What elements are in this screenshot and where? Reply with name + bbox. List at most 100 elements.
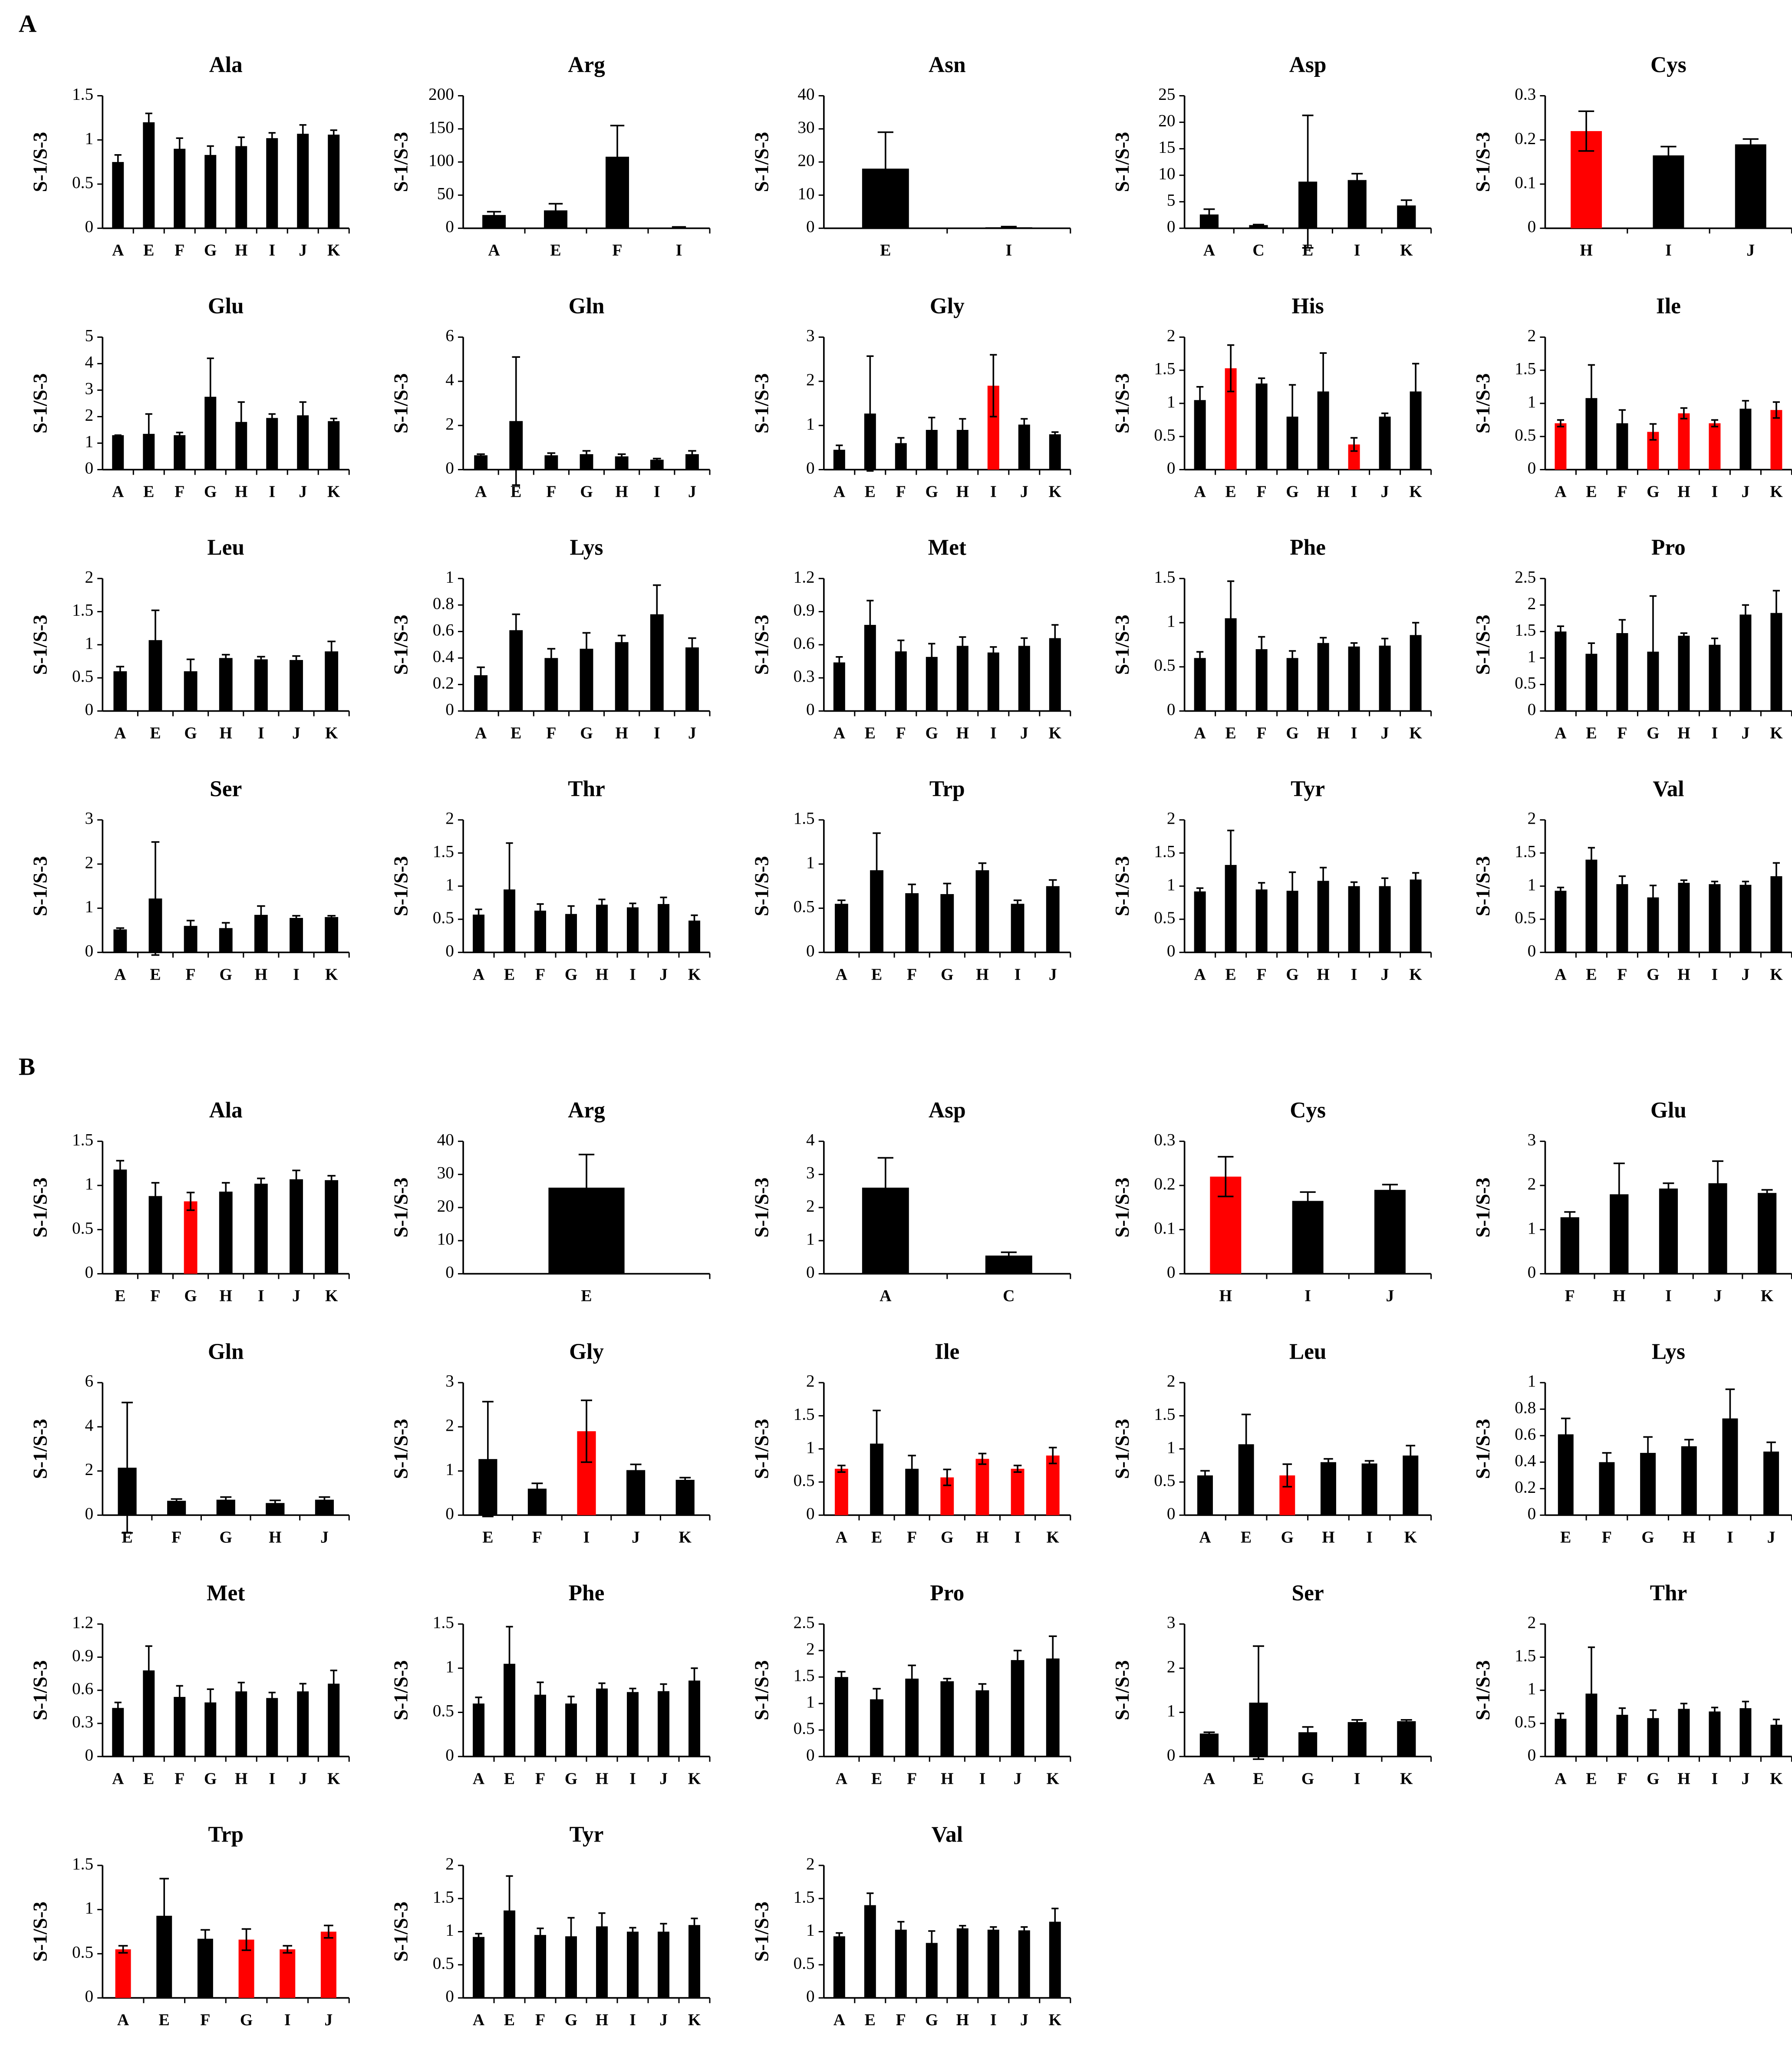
error-bar [1196,887,1204,896]
error-bar [578,1154,595,1222]
y-tick-label: 0.3 [1154,1130,1175,1149]
y-axis-label: S-1/S-3 [751,1660,772,1720]
error-bar [877,131,893,206]
x-tick-label: K [1047,1528,1060,1546]
bar [266,138,278,228]
chart-title: Trp [208,1822,244,1847]
bar [1739,614,1752,711]
y-tick-label: 20 [437,1197,454,1215]
x-tick-label: E [550,241,561,260]
y-tick-label: 3 [445,1372,454,1390]
bar [1739,885,1752,953]
x-tick-label: G [1647,1769,1659,1788]
x-tick-label: K [1404,1528,1417,1546]
y-tick-label: 0 [445,700,454,719]
x-tick-label: E [1253,1769,1264,1788]
error-bar [1588,847,1595,872]
error-bar [630,1463,642,1477]
x-tick-label: E [1225,483,1236,501]
error-bar [943,1677,952,1685]
y-tick-label: 0.4 [1515,1451,1536,1470]
error-bar [330,417,337,425]
x-tick-label: K [327,241,340,260]
x-tick-label: I [654,483,660,501]
bar [1361,1463,1377,1515]
bar [113,1169,127,1274]
error-bar [1351,173,1363,188]
x-tick-label: G [204,241,217,260]
error-bar [1013,1650,1022,1670]
error-bar [1381,637,1389,654]
x-tick-label: H [1677,1769,1690,1788]
x-tick-label: J [299,1769,307,1788]
error-bar [1400,199,1412,212]
error-bar [1711,881,1719,888]
x-tick-label: J [1741,1769,1749,1788]
bar [143,122,155,228]
y-tick-label: 1 [445,1921,454,1940]
x-tick-label: J [1381,965,1389,984]
error-bar [547,648,556,668]
x-tick-label: K [1770,724,1783,742]
x-tick-label: G [1647,724,1659,742]
x-tick-label: G [580,724,593,742]
y-axis-label: S-1/S-3 [30,373,51,433]
error-bar [672,226,686,229]
bar [675,1479,695,1515]
y-axis-label: S-1/S-3 [751,1901,772,1961]
error-bar [1557,1713,1565,1725]
error-bar [629,902,636,912]
bar [1659,1188,1678,1274]
y-tick-label: 0.5 [72,667,93,686]
x-tick-label: F [896,724,906,742]
y-tick-label: 10 [437,1230,454,1248]
x-tick-label: A [114,965,126,984]
y-axis-label: S-1/S-3 [1472,373,1494,433]
y-tick-label: 2 [445,415,454,433]
error-bar [1227,344,1235,393]
y-axis-label: S-1/S-3 [30,1419,51,1479]
x-tick-label: E [150,724,161,742]
x-tick-label: K [1770,1769,1783,1788]
x-tick-label: J [299,483,307,501]
y-axis-label: S-1/S-3 [390,856,412,916]
x-tick-label: E [159,2011,170,2029]
y-tick-label: 0.5 [1515,908,1536,927]
y-tick-label: 5 [85,326,93,345]
x-tick-label: I [1354,1769,1360,1788]
chart-title: Gln [208,1340,244,1364]
error-bar [171,1498,182,1504]
error-bar [1048,1635,1057,1682]
x-tick-label: F [1617,483,1627,501]
error-bar [257,656,265,663]
y-tick-label: 0 [806,459,815,478]
error-bar [1712,1160,1723,1206]
y-tick-label: 1.5 [1154,842,1175,861]
x-tick-label: E [511,724,521,742]
y-tick-label: 2 [806,1640,815,1658]
error-bar [537,903,544,918]
bar [975,1690,989,1757]
x-tick-label: E [871,965,882,984]
chart-title: Glu [208,294,244,319]
bar [956,646,968,711]
x-tick-label: J [1020,483,1028,501]
x-tick-label: G [204,483,217,501]
error-bar [1772,1718,1780,1731]
error-bar [186,1192,195,1211]
error-bar [1021,637,1028,655]
x-tick-label: F [1257,724,1267,742]
x-tick-label: J [688,724,696,742]
chart-title: Arg [568,1098,605,1123]
x-tick-label: F [1257,965,1267,984]
chart-title: Met [207,1581,245,1605]
x-tick-label: E [143,483,154,501]
y-tick-label: 0.4 [433,647,454,666]
chart-title: Val [1653,776,1684,801]
y-tick-label: 1.2 [72,1613,93,1632]
error-bar [1021,418,1028,431]
x-tick-label: H [220,724,232,742]
x-tick-label: A [1203,241,1215,260]
x-tick-label: G [1641,1528,1654,1546]
y-tick-label: 4 [85,353,93,371]
